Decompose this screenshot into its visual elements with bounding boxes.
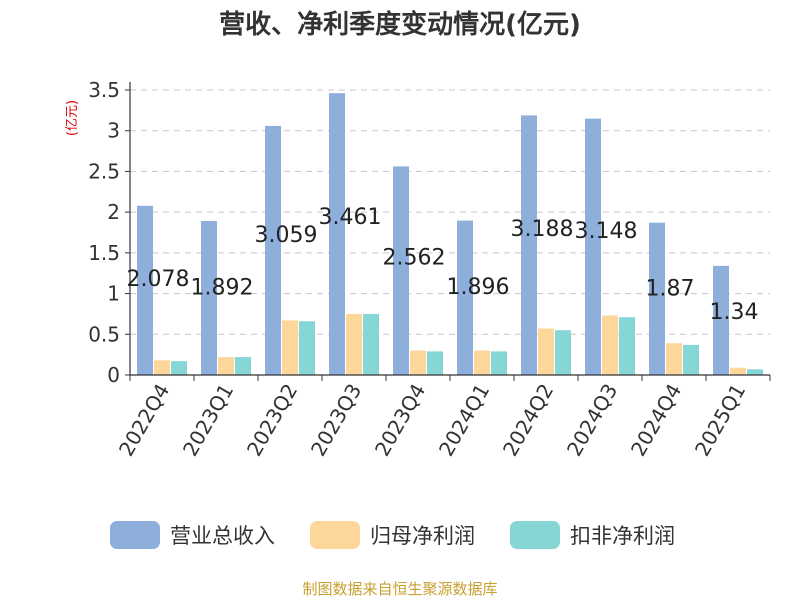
- data-label: 3.461: [319, 205, 382, 230]
- bar-2024Q1-归母净利润: [474, 350, 490, 375]
- axes: [125, 82, 771, 381]
- bar-2023Q2-扣非净利润: [299, 321, 315, 375]
- x-tick-label: 2024Q2: [498, 380, 558, 461]
- data-label: 3.148: [575, 219, 638, 244]
- y-tick-label: 0.5: [88, 322, 120, 346]
- data-label: 2.562: [383, 245, 446, 270]
- bar-2023Q4-营业总收入: [393, 166, 409, 375]
- y-axis-label: (亿元): [65, 100, 80, 136]
- x-tick-label: 2023Q1: [178, 380, 238, 461]
- chart-title: 营收、净利季度变动情况(亿元): [219, 9, 581, 40]
- bar-2024Q1-扣非净利润: [491, 351, 507, 375]
- x-tick-label: 2025Q1: [690, 380, 750, 461]
- x-tick-label: 2024Q3: [562, 380, 622, 461]
- y-tick-label: 2: [107, 200, 120, 224]
- y-tick-label: 2.5: [88, 159, 120, 183]
- bar-2023Q3-归母净利润: [346, 313, 362, 375]
- data-label: 1.87: [646, 276, 695, 301]
- bar-2023Q1-营业总收入: [201, 220, 217, 375]
- bar-2024Q4-扣非净利润: [683, 344, 699, 375]
- legend-label: 归母净利润: [370, 524, 475, 548]
- legend-swatch: [310, 521, 360, 549]
- bar-2024Q3-营业总收入: [585, 118, 601, 376]
- bar-2023Q3-营业总收入: [329, 93, 345, 375]
- bar-2024Q2-营业总收入: [521, 115, 537, 376]
- bars: [137, 93, 763, 376]
- bar-2024Q2-归母净利润: [538, 328, 554, 375]
- bar-2024Q3-扣非净利润: [619, 317, 635, 375]
- y-tick-labels: 0 0.5 1 1.5 2 2.5 3 3.5: [88, 78, 120, 387]
- bar-2022Q4-营业总收入: [137, 205, 153, 375]
- data-label: 1.892: [191, 275, 254, 300]
- legend: 营业总收入 归母净利润 扣非净利润: [110, 521, 675, 549]
- bar-2025Q1-归母净利润: [730, 367, 746, 375]
- x-tick-label: 2024Q4: [626, 380, 686, 461]
- y-tick-label: 0: [107, 363, 120, 387]
- data-label: 1.896: [447, 275, 510, 300]
- legend-label: 扣非净利润: [570, 524, 675, 548]
- bar-2024Q4-归母净利润: [666, 343, 682, 375]
- legend-label: 营业总收入: [170, 524, 275, 548]
- x-tick-label: 2023Q4: [370, 380, 430, 461]
- bar-2023Q1-归母净利润: [218, 357, 234, 375]
- y-tick-label: 3: [107, 119, 120, 143]
- bar-2024Q4-营业总收入: [649, 222, 665, 375]
- bar-2023Q4-归母净利润: [410, 350, 426, 375]
- legend-swatch: [110, 521, 160, 549]
- bar-2023Q2-归母净利润: [282, 320, 298, 375]
- bar-2025Q1-扣非净利润: [747, 369, 763, 375]
- bar-2025Q1-营业总收入: [713, 265, 729, 375]
- bar-2023Q2-营业总收入: [265, 125, 281, 375]
- bar-2024Q2-扣非净利润: [555, 330, 571, 375]
- data-label: 2.078: [127, 267, 190, 292]
- bar-2024Q1-营业总收入: [457, 220, 473, 375]
- x-tick-label: 2023Q3: [306, 380, 366, 461]
- x-tick-label: 2023Q2: [242, 380, 302, 461]
- legend-swatch: [510, 521, 560, 549]
- bar-2024Q3-归母净利润: [602, 315, 618, 375]
- bar-2023Q4-扣非净利润: [427, 351, 443, 375]
- data-label: 3.188: [511, 217, 574, 242]
- x-tick-label: 2024Q1: [434, 380, 494, 461]
- bar-2023Q3-扣非净利润: [363, 313, 379, 375]
- bar-2022Q4-归母净利润: [154, 360, 170, 375]
- source-note: 制图数据来自恒生聚源数据库: [302, 580, 497, 598]
- y-tick-label: 1: [107, 282, 120, 306]
- x-tick-labels: 2022Q4 2023Q1 2023Q2 2023Q3 2023Q4 2024Q1 2024…: [114, 380, 750, 461]
- bar-2023Q1-扣非净利润: [235, 357, 251, 375]
- x-tick-label: 2022Q4: [114, 380, 174, 461]
- y-tick-label: 1.5: [88, 241, 120, 265]
- data-label: 1.34: [710, 300, 759, 325]
- y-tick-label: 3.5: [88, 78, 120, 102]
- data-label: 3.059: [255, 223, 318, 248]
- bar-2022Q4-扣非净利润: [171, 361, 187, 375]
